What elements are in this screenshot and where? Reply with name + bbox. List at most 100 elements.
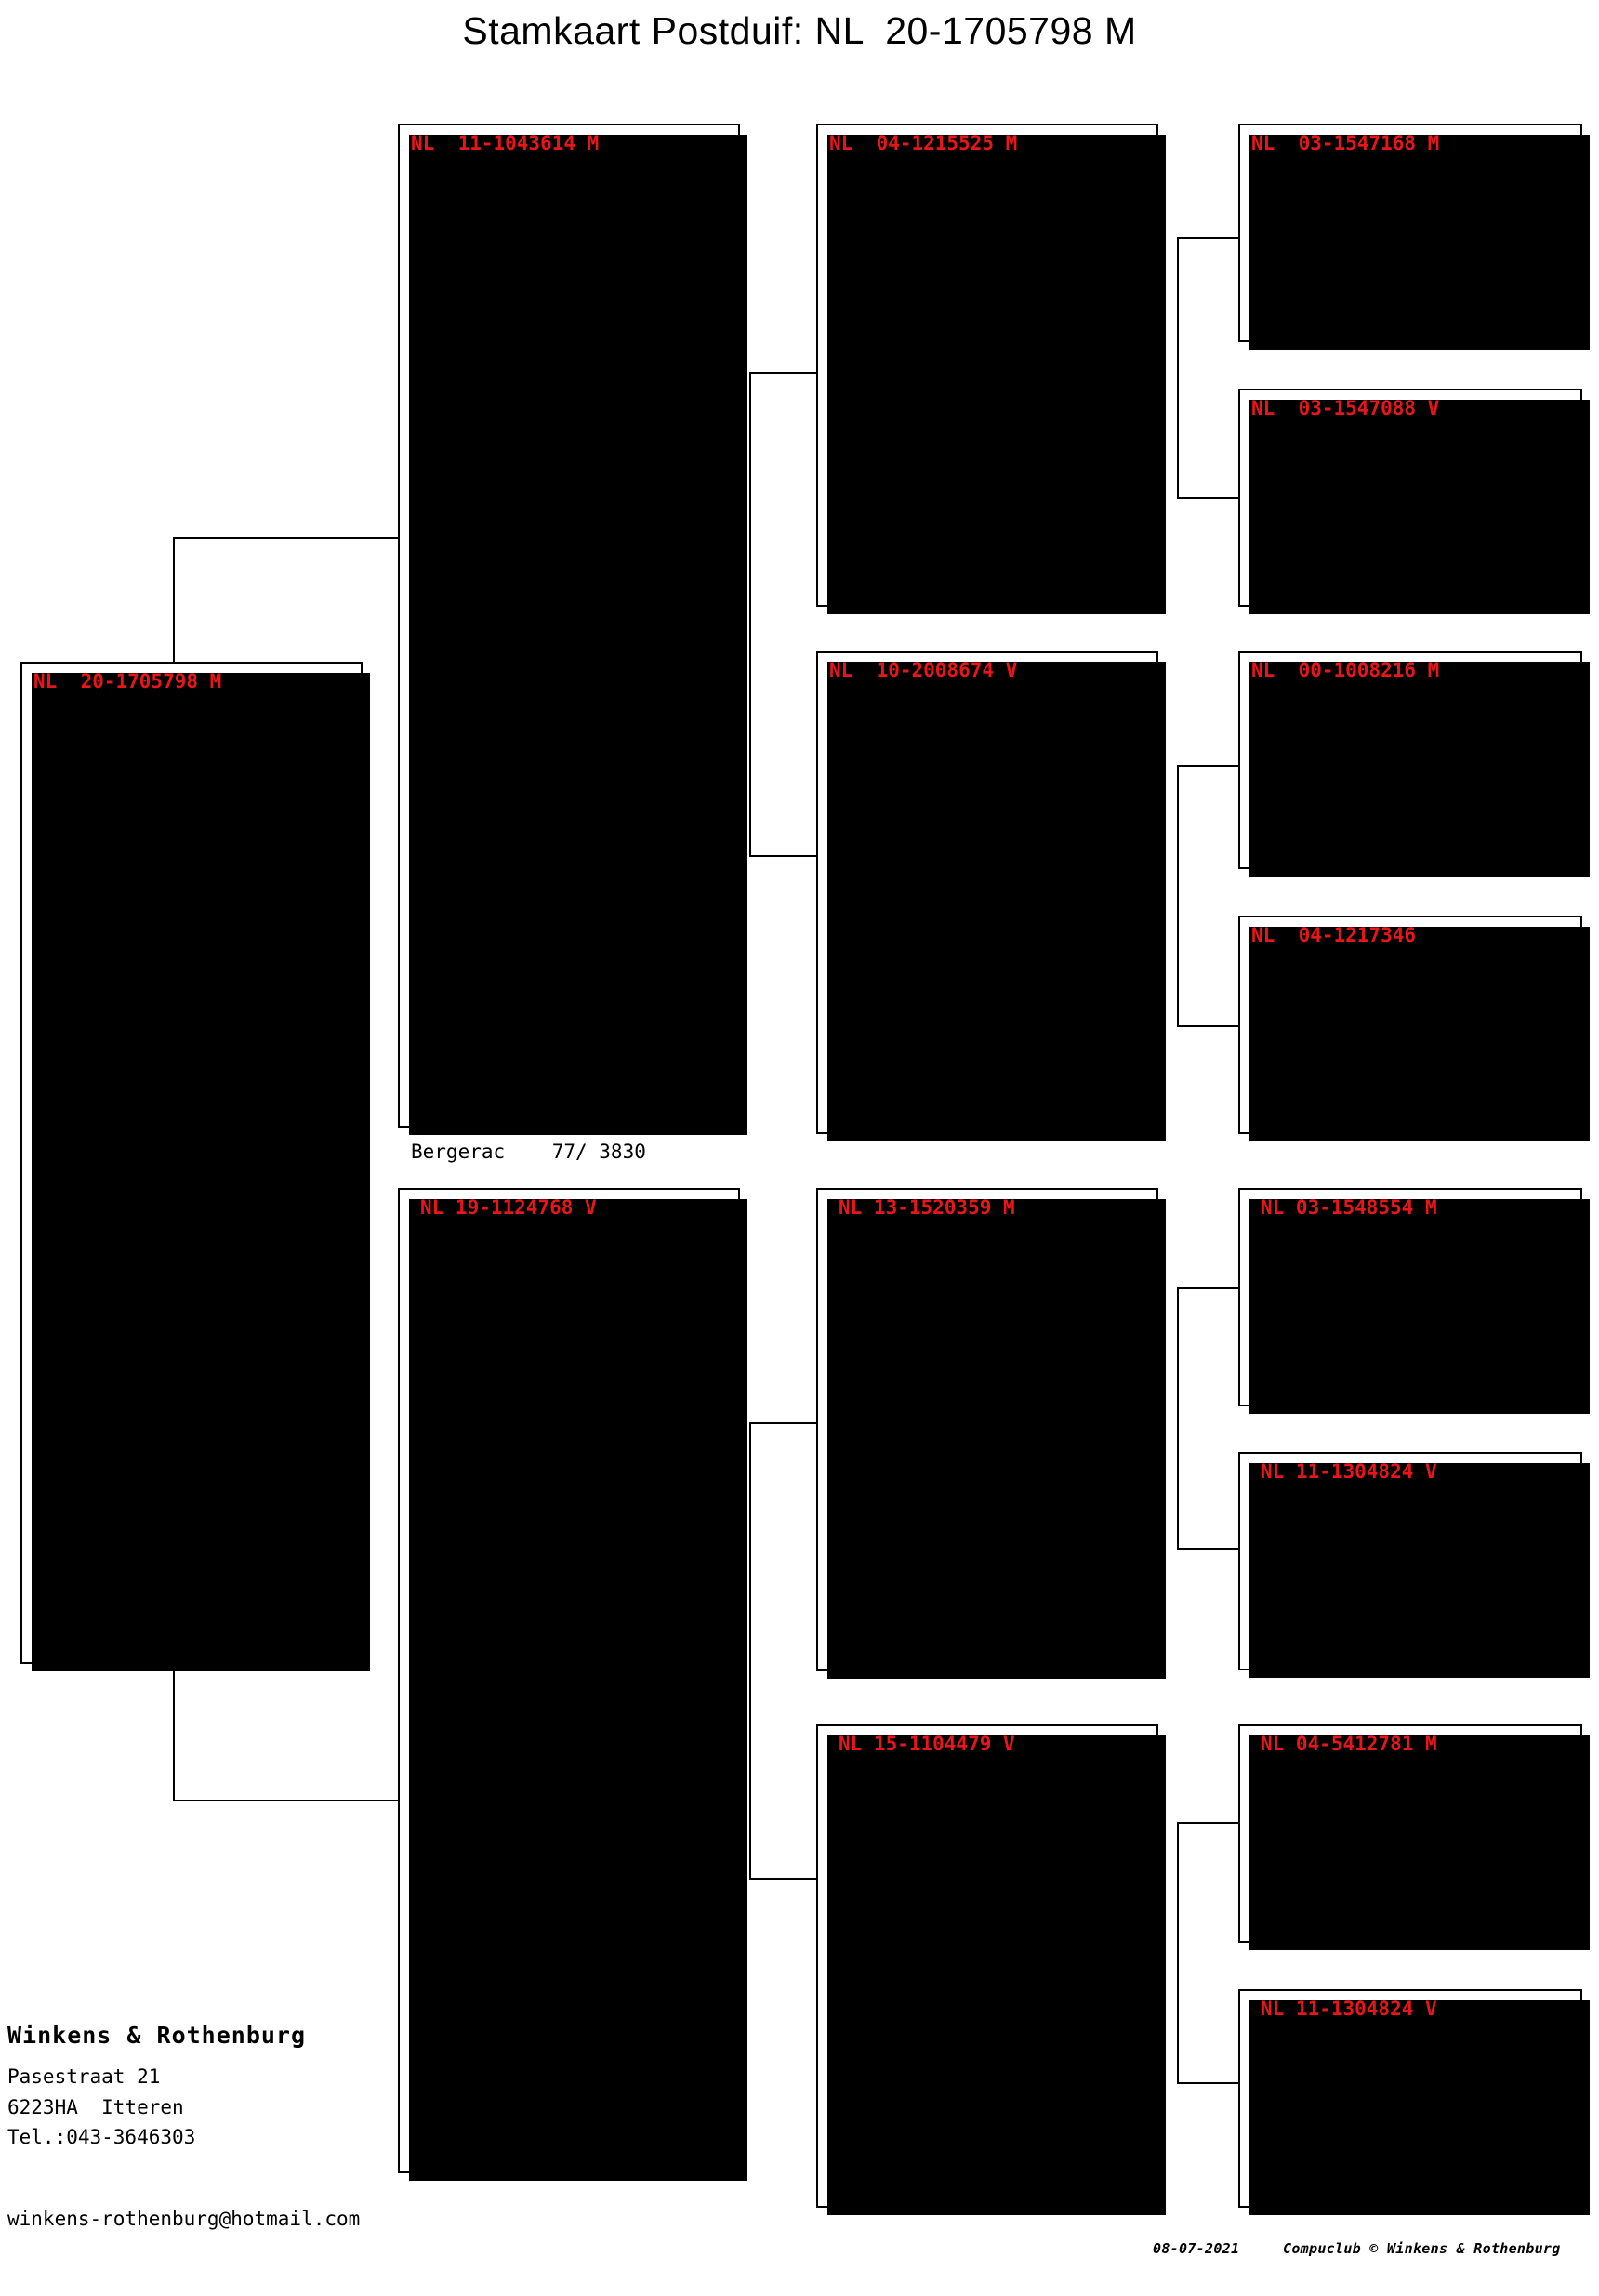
card-nickname: De "16" <box>1251 690 1334 712</box>
card-detail: "MISS WONDERFULL" Harie Winkens Licht Kr… <box>818 680 1156 1075</box>
connector-mother-to-gf <box>749 1422 816 1424</box>
card-detail: Stamduivin 824 C. & G. Koopman licht kra… <box>1240 1482 1580 1637</box>
card-body-rest: C. & G. Koopman licht kras Stamduivin bi… <box>1251 2058 1440 2171</box>
ring-number: NL 03-1547088 V <box>1251 397 1440 419</box>
card-detail: "TED" Winkens-Rothenburg/K Kras 1st Nati… <box>22 700 361 972</box>
ring-number: NL 04-1217346 <box>1251 924 1417 946</box>
card-body-rest: keerssemeeckers Blauw Superkweker: Vader… <box>829 1257 1064 1608</box>
card-grandparent-maternal-father[interactable]: NL 13-1520359 M blauwe 359 keerssemeecke… <box>816 1188 1166 1679</box>
card-subject[interactable]: NL 20-1705798 M "TED" Winkens-Rothenburg… <box>20 662 370 1671</box>
card-greatgrandparent-2[interactable]: NL 03-1547088 V 88 erke Winkens/Rothenbu… <box>1238 389 1590 614</box>
ring-number: NL 13-1520359 M <box>839 1196 1015 1219</box>
card-shadow <box>827 662 1166 1141</box>
card-body-rest: Harm. Modderkolk Blauw <box>1251 1793 1440 1846</box>
card-nickname: Lichte kras 479 <box>829 1763 1006 1786</box>
footer-address: Pasestraat 21 6223HA Itteren Tel.:043-36… <box>7 2065 196 2149</box>
footer-date: 08-07-2021 <box>1153 2240 1240 2257</box>
connector-gp1-to-ggp1 <box>1177 237 1238 239</box>
ring-number: NL 11-1304824 V <box>1261 1460 1437 1483</box>
card-shadow <box>1249 2000 1590 2215</box>
card-body-rest: Harrie Winkens Rechtstreeks op kweek gez… <box>1251 984 1463 1097</box>
card-detail: Blauwe 781 Harm. Modderkolk Blauw <box>1240 1754 1580 1849</box>
page-title: Stamkaart Postduif: NL 20-1705798 M <box>462 9 1137 52</box>
card-results: Agen Oude 8/ 6890 Cahors 15/ 2500 Berger… <box>411 1021 646 1163</box>
card-greatgrandparent-1[interactable]: NL 03-1547168 M Blauwe 168 Winkens/Rothe… <box>1238 124 1590 350</box>
card-body-rest: Winkens/Rothenburg kras 8e Nat Agen'16 6… <box>411 192 646 812</box>
card-grandparent-paternal-father[interactable]: NL 04-1215525 M De Limoges Winkens/Rothe… <box>816 124 1166 614</box>
card-greatgrandparent-4[interactable]: NL 04-1217346 Top kweekster 346 Harrie W… <box>1238 916 1590 1141</box>
card-shadow <box>32 673 370 1671</box>
card-detail: Stamduivin 824 C. & G. Koopman licht kra… <box>1240 2019 1580 2174</box>
card-nickname: "MISS WONDERFULL" <box>829 690 1029 712</box>
ring-number: NL 20-1705798 M <box>33 670 222 693</box>
card-detail: Top kweekster 346 Harrie Winkens Rechtst… <box>1240 945 1580 1101</box>
card-grandparent-paternal-mother[interactable]: NL 10-2008674 V "MISS WONDERFULL" Harie … <box>816 651 1166 1141</box>
card-body-rest: Winkens/Rothenburg Blauw Vader van de Li… <box>1251 192 1487 305</box>
card-body-rest: C. & G. Koopman licht kras Stamduivin bi… <box>1251 1521 1440 1633</box>
card-body-rest: Harrie Winkens Een van de beste zonen <box>1251 719 1440 832</box>
card-nickname: 88 erke <box>1251 428 1334 450</box>
connector-gp3-to-ggp5 <box>1177 1287 1238 1289</box>
connector-mother-spine <box>749 1422 751 1878</box>
connector-gp4-to-ggp8 <box>1177 2082 1238 2084</box>
ring-number: NL 15-1104479 V <box>839 1733 1015 1755</box>
connector-gp4-spine <box>1177 1822 1179 2082</box>
connector-gp3-spine <box>1177 1287 1179 1548</box>
ring-number: NL 03-1548554 M <box>1261 1196 1437 1219</box>
card-grandparent-maternal-mother[interactable]: NL 15-1104479 V Lichte kras 479 keerssem… <box>816 1724 1166 2215</box>
card-text <box>22 692 361 700</box>
card-mother[interactable]: NL 19-1124768 V Blauw Fred 768 F.Keersse… <box>398 1188 747 2181</box>
card-detail: 88 erke Winkens/Rothenburg Kras 1114e Pr… <box>1240 418 1580 574</box>
card-nickname: Stamduivin 824 <box>1251 2028 1417 2051</box>
card-detail: De "16" Harrie Winkens Een van de beste … <box>1240 680 1580 836</box>
card-nickname: "De 14" Z/n Limoges <box>411 163 635 185</box>
card-shadow <box>1249 1463 1590 1678</box>
card-greatgrandparent-6[interactable]: NL 11-1304824 V Stamduivin 824 C. & G. K… <box>1238 1452 1590 1678</box>
connector-gp1-to-ggp2 <box>1177 497 1238 499</box>
card-nickname: Blauwe 781 <box>1251 1763 1369 1786</box>
connector-gp2-to-ggp3 <box>1177 765 1238 767</box>
card-body-rest: keerssemeeckers licht kras Superkweekste… <box>829 1793 1064 2144</box>
connector-gp2-to-ggp4 <box>1177 1025 1238 1027</box>
card-shadow <box>1249 1199 1590 1414</box>
card-nickname: Blauwe 168 <box>1251 163 1369 185</box>
connector-father-to-gf <box>749 372 816 374</box>
card-father[interactable]: NL 11-1043614 M "De 14" Z/n Limoges Wink… <box>398 124 747 1163</box>
card-greatgrandparent-5[interactable]: NL 03-1548554 M Blauwe 554 Janssen x H.W… <box>1238 1188 1590 1414</box>
card-detail: "De 14" Z/n Limoges Winkens/Rothenburg k… <box>400 153 738 816</box>
card-shadow <box>1249 1735 1590 1950</box>
card-greatgrandparent-8[interactable]: NL 11-1304824 V Stamduivin 824 C. & G. K… <box>1238 1989 1590 2215</box>
card-nickname: "TED" <box>33 707 93 730</box>
connector-subject-to-father <box>173 537 400 539</box>
card-body-rest: Winkens/Rothenburg Blauw O.A.Vader van l… <box>829 192 1064 544</box>
connector-father-to-gm <box>749 855 816 857</box>
card-detail: Blauwe 168 Winkens/Rothenburg Blauw Vade… <box>1240 153 1580 309</box>
card-shadow <box>1249 662 1590 877</box>
card-detail: De Limoges Winkens/Rothenburg Blauw O.A.… <box>818 153 1156 548</box>
card-detail: blauwe 359 keerssemeeckers Blauw Superkw… <box>818 1218 1156 1612</box>
connector-mother-to-gm <box>749 1878 816 1880</box>
connector-gp1-spine <box>1177 237 1179 497</box>
connector-gp2-spine <box>1177 765 1179 1025</box>
footer-credit: Compuclub © Winkens & Rothenburg <box>1283 2240 1561 2257</box>
card-greatgrandparent-7[interactable]: NL 04-5412781 M Blauwe 781 Harm. Modderk… <box>1238 1724 1590 1950</box>
footer-email[interactable]: winkens-rothenburg@hotmail.com <box>7 2208 361 2230</box>
card-detail: Lichte kras 479 keerssemeeckers licht kr… <box>818 1754 1156 2148</box>
card-shadow <box>827 1735 1166 2215</box>
card-shadow <box>409 1199 747 2181</box>
card-shadow <box>827 1199 1166 1679</box>
ring-number: NL 11-1043614 M <box>411 132 600 154</box>
footer-owner: Winkens & Rothenburg <box>7 2022 307 2049</box>
card-greatgrandparent-3[interactable]: NL 00-1008216 M De "16" Harrie Winkens E… <box>1238 651 1590 877</box>
card-results: Lorris 180/ 2308 <box>33 1392 281 1414</box>
card-nickname: De Limoges <box>829 163 947 185</box>
card-body-rest: Harie Winkens Licht Kras Moeder 2x 1e na… <box>829 719 1029 1071</box>
connector-father-spine <box>749 372 751 855</box>
card-detail: Blauw Fred 768 F.Keerssemeekers Blauw Zu… <box>400 1218 738 1701</box>
card-shadow <box>827 135 1166 614</box>
ring-number: NL 03-1547168 M <box>1251 132 1440 154</box>
card-body-rest: F.Keerssemeekers Blauw Zus van: "701-18"… <box>411 1257 646 1697</box>
ring-number: NL 11-1304824 V <box>1261 1998 1437 2020</box>
card-body-rest: Winkens-Rothenburg/K Kras 1st Nationaal … <box>33 737 269 969</box>
